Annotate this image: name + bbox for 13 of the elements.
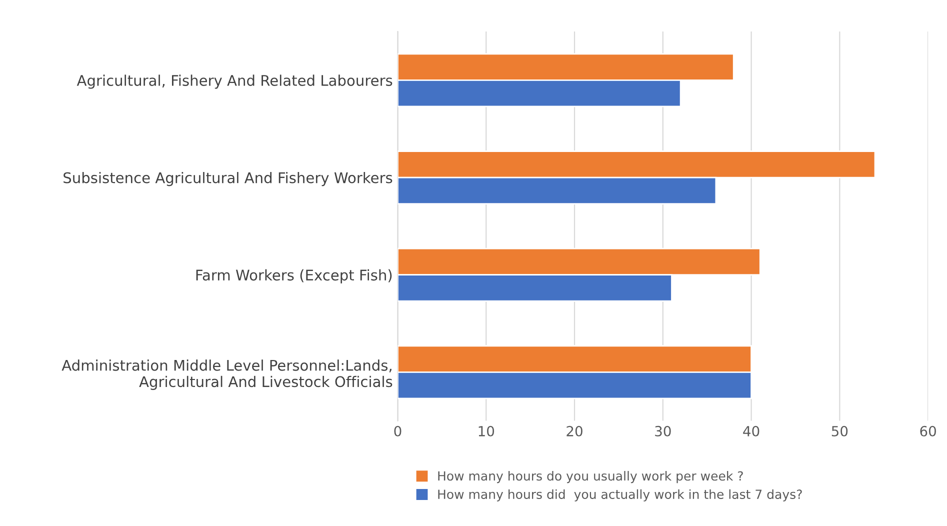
y-tick-label: Administration Middle Level Personnel:Lands, Agricultural And Livestock Officials bbox=[62, 360, 392, 390]
legend-label: How many hours do you usually work per week ? bbox=[438, 470, 743, 484]
x-tick-label: 60 bbox=[920, 426, 936, 436]
legend-label: How many hours did you actually work in the last 7 days? bbox=[438, 489, 802, 502]
y-tick-label: Farm Workers (Except Fish) bbox=[196, 269, 392, 284]
x-tick-label: 30 bbox=[655, 426, 671, 436]
y-tick-label: Subsistence Agricultural And Fishery Workers bbox=[64, 172, 392, 186]
x-tick-label: 40 bbox=[743, 426, 760, 436]
y-tick-label: Agricultural, Fishery And Related Labourers bbox=[76, 74, 392, 89]
x-tick-label: 0 bbox=[394, 426, 402, 436]
x-tick-label: 10 bbox=[478, 426, 494, 436]
x-tick-label: 20 bbox=[566, 426, 582, 436]
x-tick-label: 50 bbox=[832, 426, 848, 436]
